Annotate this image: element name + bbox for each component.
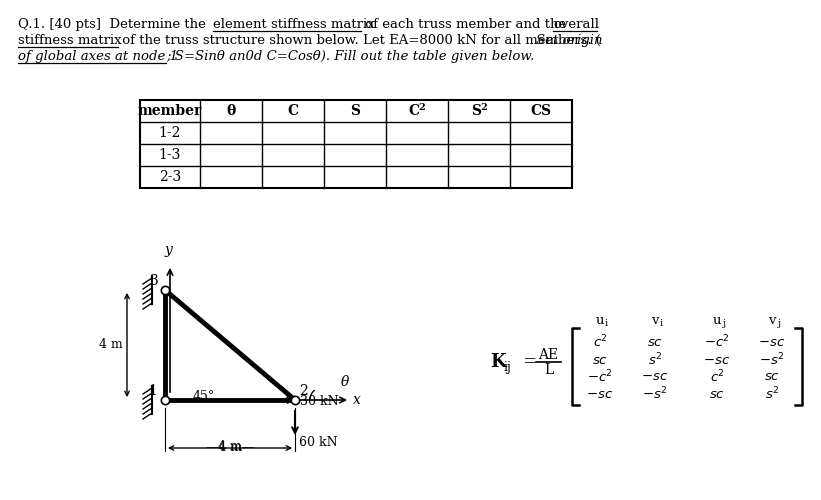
Text: C: C (408, 104, 420, 118)
Text: $-s^2$: $-s^2$ (642, 386, 667, 402)
Text: i: i (660, 320, 663, 328)
Text: 2: 2 (480, 102, 488, 112)
Text: j: j (777, 320, 780, 328)
Text: —4 m—: —4 m— (205, 441, 255, 454)
Bar (140, 100, 572, 188)
Text: $c^2$: $c^2$ (709, 368, 724, 386)
Text: 3: 3 (150, 274, 159, 288)
Text: K: K (490, 353, 506, 371)
Text: of each truss member and the: of each truss member and the (361, 18, 571, 31)
Text: 1-2: 1-2 (158, 126, 181, 140)
Text: $-sc$: $-sc$ (586, 388, 613, 400)
Text: S: S (471, 104, 481, 118)
Text: 4 m: 4 m (218, 440, 242, 453)
Text: =: = (518, 354, 537, 370)
Text: $c^2$: $c^2$ (593, 334, 608, 350)
Text: ; S=Sinθ an0d C=Cosθ). Fill out the table given below.: ; S=Sinθ an0d C=Cosθ). Fill out the tabl… (166, 50, 534, 63)
Text: v: v (651, 314, 658, 326)
Text: stiffness matrix: stiffness matrix (18, 34, 122, 47)
Text: Q.1. [40 pts]  Determine the: Q.1. [40 pts] Determine the (18, 18, 210, 31)
Text: S: S (350, 104, 360, 118)
Text: of global axes at node 1: of global axes at node 1 (18, 50, 178, 63)
Text: 60 kN: 60 kN (299, 436, 337, 449)
Text: 4 m: 4 m (99, 338, 123, 351)
Text: j: j (722, 320, 725, 328)
Text: Set origin: Set origin (536, 34, 603, 47)
Text: CS: CS (530, 104, 552, 118)
Text: 1-3: 1-3 (158, 148, 181, 162)
Text: x: x (353, 393, 361, 407)
Text: θ: θ (227, 104, 236, 118)
Text: 1: 1 (148, 384, 157, 398)
Text: 2: 2 (419, 102, 425, 112)
Text: i: i (605, 320, 608, 328)
Text: $-sc$: $-sc$ (759, 336, 786, 348)
Text: $-c^2$: $-c^2$ (587, 368, 613, 386)
Text: $sc$: $sc$ (709, 388, 725, 400)
Text: $sc$: $sc$ (592, 354, 608, 366)
Text: L: L (544, 363, 553, 377)
Text: of the truss structure shown below. Let EA=8000 kN for all members. (: of the truss structure shown below. Let … (118, 34, 601, 47)
Text: $-sc$: $-sc$ (641, 370, 668, 384)
Text: v: v (768, 314, 776, 326)
Text: member: member (138, 104, 202, 118)
Text: $sc$: $sc$ (647, 336, 663, 348)
Text: $-sc$: $-sc$ (704, 354, 731, 366)
Text: 2-3: 2-3 (159, 170, 181, 184)
Text: $-s^2$: $-s^2$ (759, 352, 785, 368)
Text: ij: ij (504, 362, 511, 374)
Text: $sc$: $sc$ (764, 370, 780, 384)
Text: element stiffness matrix: element stiffness matrix (213, 18, 374, 31)
Text: y: y (164, 243, 172, 257)
Text: 30 kN: 30 kN (300, 395, 338, 408)
Text: $s^2$: $s^2$ (648, 352, 663, 368)
Text: $s^2$: $s^2$ (765, 386, 779, 402)
Text: θ: θ (341, 375, 349, 389)
Text: u: u (596, 314, 604, 326)
Text: u: u (713, 314, 722, 326)
Text: $-c^2$: $-c^2$ (704, 334, 730, 350)
Text: 45°: 45° (193, 390, 215, 403)
Text: AE: AE (538, 348, 558, 362)
Text: C: C (287, 104, 299, 118)
Text: overall: overall (553, 18, 599, 31)
Text: 2: 2 (299, 384, 308, 398)
